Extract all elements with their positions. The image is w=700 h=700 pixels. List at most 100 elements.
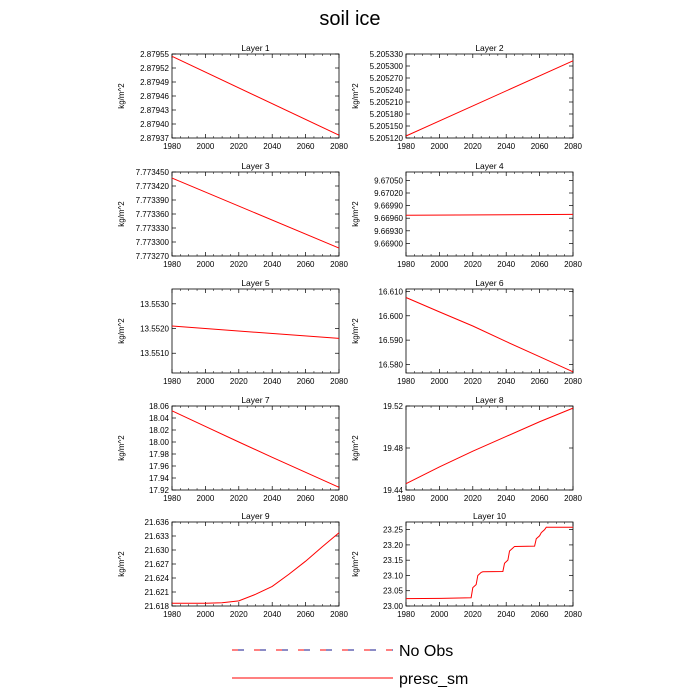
x-tick-label: 2000: [431, 142, 449, 151]
y-axis-label: kg/m^2: [351, 201, 360, 227]
y-tick-label: 9.67020: [374, 189, 403, 198]
y-tick-label: 18.02: [149, 426, 170, 435]
x-tick-label: 2000: [431, 610, 449, 619]
x-tick-label: 1980: [163, 610, 181, 619]
chart-title: Layer 3: [241, 161, 270, 171]
x-tick-label: 2000: [431, 377, 449, 386]
x-tick-label: 1980: [397, 260, 415, 269]
x-tick-label: 2060: [531, 260, 549, 269]
chart-panel-7: Layer 7 1980 2000 2020 2040 2060 2080 17.92 17.9…: [117, 395, 348, 503]
y-tick-label: 21.618: [145, 602, 170, 611]
chart-panel-5: Layer 5 1980 2000 2020 2040 2060 2080 13.5510 13…: [117, 278, 348, 386]
y-axis-label: kg/m^2: [117, 318, 126, 344]
y-tick-label: 5.205120: [370, 134, 404, 143]
chart-title: Layer 7: [241, 395, 270, 405]
y-tick-label: 13.5520: [140, 325, 169, 334]
chart-panel-4: Layer 4 1980 2000 2020 2040 2060 2080 9.66900 9.…: [351, 161, 582, 269]
y-tick-label: 23.20: [383, 541, 404, 550]
chart-panel-2: Layer 2 1980 2000 2020 2040 2060 2080 5.205120 5…: [351, 43, 582, 151]
x-tick-label: 2020: [464, 260, 482, 269]
y-tick-label: 23.00: [383, 602, 404, 611]
x-tick-label: 2060: [297, 142, 315, 151]
y-tick-label: 2.87937: [140, 134, 169, 143]
plot-frame: [171, 521, 340, 607]
x-tick-label: 2060: [297, 494, 315, 503]
x-tick-label: 2080: [564, 142, 582, 151]
y-tick-label: 9.66960: [374, 214, 403, 223]
x-tick-label: 2060: [531, 142, 549, 151]
x-tick-label: 2040: [497, 260, 515, 269]
y-tick-label: 2.87946: [140, 92, 169, 101]
y-tick-label: 7.773270: [136, 252, 170, 261]
chart-title: Layer 2: [475, 43, 504, 53]
x-tick-label: 1980: [397, 142, 415, 151]
x-tick-label: 2060: [531, 494, 549, 503]
y-tick-label: 21.621: [145, 588, 170, 597]
y-tick-label: 21.636: [145, 518, 170, 527]
chart-title: Layer 8: [475, 395, 504, 405]
plot-frame: [405, 171, 574, 257]
x-tick-label: 2040: [497, 142, 515, 151]
y-tick-label: 7.773300: [136, 238, 170, 247]
y-tick-label: 5.205240: [370, 86, 404, 95]
x-tick-label: 2000: [197, 260, 215, 269]
y-tick-label: 16.580: [379, 360, 404, 369]
y-tick-label: 7.773360: [136, 210, 170, 219]
y-tick-label: 9.67050: [374, 176, 403, 185]
y-axis-label: kg/m^2: [351, 551, 360, 577]
y-tick-label: 9.66930: [374, 227, 403, 236]
y-tick-label: 2.87955: [140, 50, 169, 59]
y-tick-label: 5.205300: [370, 62, 404, 71]
y-tick-label: 19.52: [383, 402, 404, 411]
y-tick-label: 18.00: [149, 438, 170, 447]
y-tick-label: 17.96: [149, 462, 170, 471]
x-tick-label: 2020: [230, 494, 248, 503]
legend-label-1: No Obs: [399, 643, 453, 660]
y-tick-label: 17.94: [149, 474, 170, 483]
x-tick-label: 2020: [230, 610, 248, 619]
x-tick-label: 2000: [197, 377, 215, 386]
chart-title: Layer 6: [475, 278, 504, 288]
chart-panel-6: Layer 6 1980 2000 2020 2040 2060 2080 16.580 16.…: [351, 278, 582, 386]
x-tick-label: 2040: [497, 377, 515, 386]
chart-title: Layer 9: [241, 511, 270, 521]
chart-panel-10: Layer 10 1980 2000 2020 2040 2060 2080 23.00 23.…: [351, 511, 582, 619]
chart-title: Layer 4: [475, 161, 504, 171]
x-tick-label: 2080: [330, 260, 348, 269]
series-line-presc_sm: [171, 325, 340, 339]
y-tick-label: 19.48: [383, 444, 404, 453]
y-axis-label: kg/m^2: [117, 83, 126, 109]
x-tick-label: 2000: [197, 610, 215, 619]
x-tick-label: 2060: [531, 610, 549, 619]
chart-title: Layer 1: [241, 43, 270, 53]
x-tick-label: 2080: [330, 377, 348, 386]
y-tick-label: 5.205270: [370, 74, 404, 83]
chart-panel-9: Layer 9 1980 2000 2020 2040 2060 2080 21.618 21.…: [117, 511, 348, 619]
y-tick-label: 23.25: [383, 526, 404, 535]
x-tick-label: 2040: [263, 494, 281, 503]
x-tick-label: 1980: [163, 377, 181, 386]
x-tick-label: 2080: [330, 494, 348, 503]
chart-panel-3: Layer 3 1980 2000 2020 2040 2060 2080 7.773270 7…: [117, 161, 348, 269]
x-tick-label: 1980: [163, 494, 181, 503]
legend: No Obs presc_sm: [232, 643, 468, 688]
x-tick-label: 2060: [297, 610, 315, 619]
series-line-presc_sm: [171, 177, 340, 249]
y-tick-label: 7.773450: [136, 168, 170, 177]
plot-frame: [171, 288, 340, 374]
y-tick-label: 17.92: [149, 486, 170, 495]
x-tick-label: 2080: [564, 494, 582, 503]
y-tick-label: 16.590: [379, 336, 404, 345]
plot-frame: [171, 171, 340, 257]
y-tick-label: 9.66900: [374, 239, 403, 248]
y-tick-label: 17.98: [149, 450, 170, 459]
x-tick-label: 2080: [564, 260, 582, 269]
y-tick-label: 23.05: [383, 587, 404, 596]
x-tick-label: 2020: [464, 610, 482, 619]
x-tick-label: 2040: [263, 610, 281, 619]
figure-title: soil ice: [319, 8, 381, 30]
y-tick-label: 21.630: [145, 546, 170, 555]
y-tick-label: 21.627: [145, 560, 170, 569]
